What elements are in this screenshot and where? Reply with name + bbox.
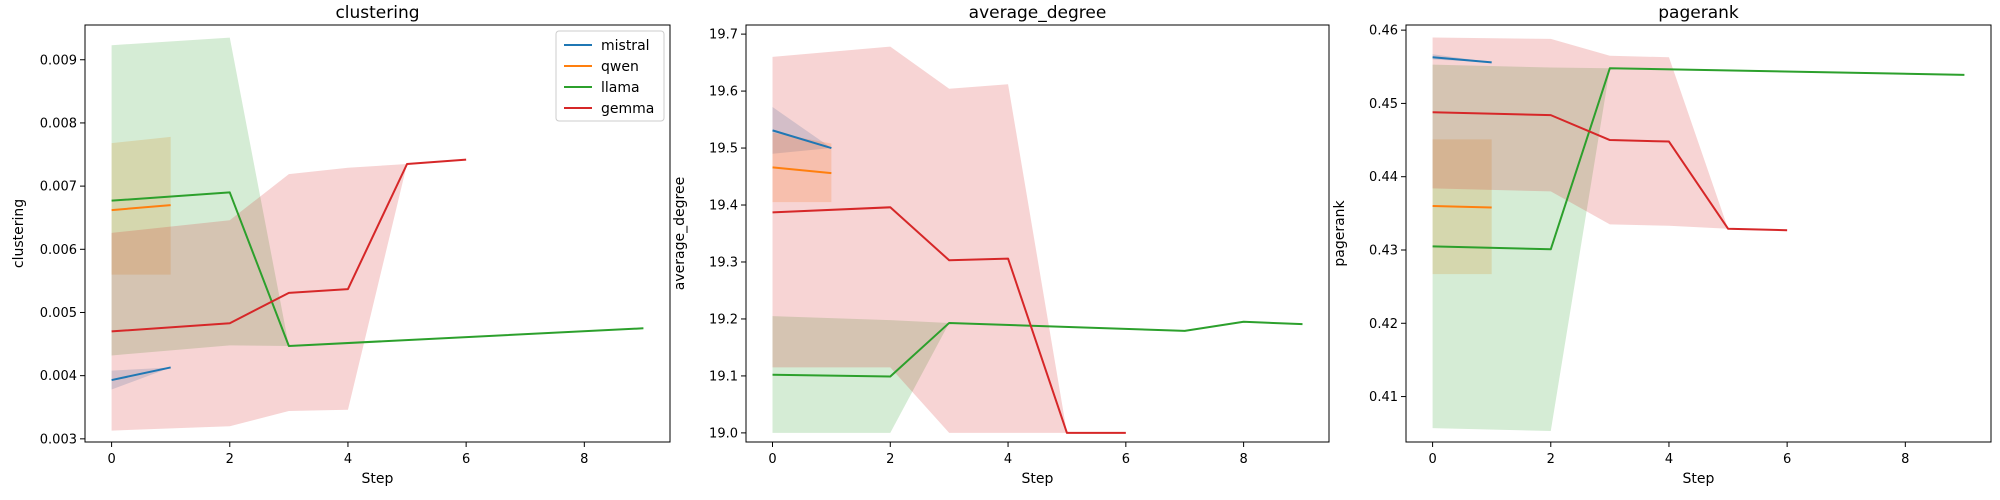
y-tick-label: 0.009 xyxy=(40,53,77,68)
chart-title: average_degree xyxy=(969,3,1107,23)
series-line-gemma xyxy=(1432,111,1788,232)
confidence-band-qwen xyxy=(772,132,832,203)
axes-frame xyxy=(84,24,671,443)
y-tick-label: 0.005 xyxy=(40,306,77,321)
y-tick-label: 0.45 xyxy=(1369,97,1398,112)
confidence-band-llama xyxy=(111,37,644,356)
legend-label-llama: llama xyxy=(601,80,640,96)
series-line-qwen xyxy=(1432,205,1492,209)
x-tick-label: 8 xyxy=(1239,452,1247,467)
series-line-mistral xyxy=(1432,56,1492,64)
chart-title: pagerank xyxy=(1658,3,1739,23)
x-tick-label: 0 xyxy=(768,452,776,467)
y-axis-label: clustering xyxy=(11,199,27,268)
x-axis-label: Step xyxy=(1683,471,1715,487)
y-tick-label: 19.3 xyxy=(709,255,738,270)
legend-label-mistral: mistral xyxy=(601,38,650,54)
confidence-band-llama xyxy=(772,316,1303,433)
x-tick-label: 0 xyxy=(1428,452,1436,467)
confidence-band-gemma xyxy=(772,46,1126,433)
y-tick-label: 19.1 xyxy=(709,369,738,384)
confidence-band-mistral xyxy=(111,367,171,390)
y-axis-label: average_degree xyxy=(672,177,688,290)
x-tick-label: 2 xyxy=(1547,452,1555,467)
y-axis-label: pagerank xyxy=(1332,199,1348,266)
legend-label-qwen: qwen xyxy=(601,59,639,75)
y-tick-label: 0.007 xyxy=(40,180,77,195)
axes-frame xyxy=(745,24,1330,443)
y-tick-label: 0.004 xyxy=(40,369,77,384)
series-line-gemma xyxy=(772,206,1126,434)
y-tick-label: 0.46 xyxy=(1369,24,1398,39)
legend-label-gemma: gemma xyxy=(601,101,654,117)
chart-panel-0: 0 2 4 6 8 0.003 0.004 0.005 0.006 0.007 0.008 0.009… xyxy=(11,3,671,487)
series-line-qwen xyxy=(772,166,832,175)
chart-panel-2: 0 2 4 6 8 0.41 0.42 0.43 0.44 0.45 0.46 pagerank Ste… xyxy=(1332,3,1992,487)
y-tick-label: 0.006 xyxy=(40,243,77,258)
x-tick-label: 4 xyxy=(1004,452,1012,467)
series-line-qwen xyxy=(111,204,171,212)
x-tick-label: 2 xyxy=(886,452,894,467)
chart-panel-1: 0 2 4 6 8 19.0 19.1 19.2 19.3 19.4 19.5 19.6 19.7 ave… xyxy=(672,3,1330,487)
x-tick-label: 8 xyxy=(580,452,588,467)
confidence-band-gemma xyxy=(1432,37,1788,231)
x-tick-label: 8 xyxy=(1901,452,1909,467)
y-tick-label: 0.43 xyxy=(1369,243,1398,258)
y-tick-label: 0.42 xyxy=(1369,317,1398,332)
axes-frame xyxy=(1405,24,1992,443)
series-line-llama xyxy=(111,191,644,347)
x-tick-label: 4 xyxy=(1665,452,1673,467)
x-axis-label: Step xyxy=(362,471,394,487)
y-tick-label: 19.5 xyxy=(709,142,738,157)
y-tick-label: 0.41 xyxy=(1369,390,1398,405)
x-tick-label: 4 xyxy=(344,452,352,467)
legend-box xyxy=(555,30,665,122)
confidence-band-llama xyxy=(1432,64,1965,432)
series-line-llama xyxy=(772,320,1303,378)
confidence-band-qwen xyxy=(111,136,171,275)
x-tick-label: 6 xyxy=(1122,452,1130,467)
series-line-llama xyxy=(1432,67,1965,251)
confidence-band-mistral xyxy=(772,107,832,154)
y-tick-label: 0.008 xyxy=(40,116,77,131)
y-tick-label: 0.44 xyxy=(1369,170,1398,185)
y-tick-label: 19.2 xyxy=(709,312,738,327)
x-axis-label: Step xyxy=(1022,471,1054,487)
y-tick-label: 19.0 xyxy=(709,426,738,441)
x-tick-label: 6 xyxy=(462,452,470,467)
x-tick-label: 2 xyxy=(226,452,234,467)
series-line-mistral xyxy=(111,366,171,382)
y-tick-label: 19.4 xyxy=(709,199,738,214)
series-line-mistral xyxy=(772,129,832,150)
y-tick-label: 19.7 xyxy=(709,28,738,43)
series-line-gemma xyxy=(111,158,467,333)
y-tick-label: 0.003 xyxy=(40,432,77,447)
legend: mistral qwen llama gemma xyxy=(555,30,665,122)
x-tick-label: 6 xyxy=(1783,452,1791,467)
x-tick-label: 0 xyxy=(107,452,115,467)
chart-title: clustering xyxy=(335,3,419,23)
y-tick-label: 19.6 xyxy=(709,85,738,100)
